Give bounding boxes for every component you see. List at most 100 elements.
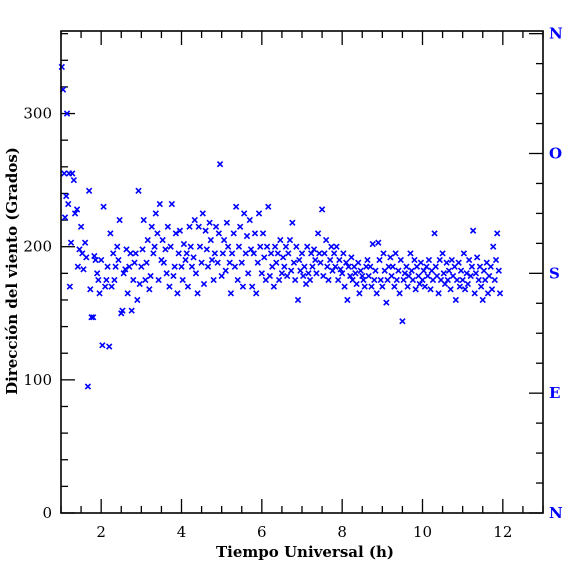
data-point xyxy=(488,286,496,293)
data-point xyxy=(80,266,87,273)
data-point xyxy=(289,219,296,226)
data-point xyxy=(124,290,131,297)
data-point xyxy=(328,243,335,250)
data-point xyxy=(368,283,375,290)
data-point xyxy=(356,290,363,297)
compass-labels: N E S O N xyxy=(549,25,563,522)
data-point xyxy=(219,250,227,257)
data-point xyxy=(231,263,239,270)
data-point xyxy=(461,286,469,293)
data-point xyxy=(204,263,212,270)
data-point xyxy=(227,290,235,297)
data-point xyxy=(316,250,323,257)
data-point xyxy=(494,230,501,237)
data-point xyxy=(263,243,271,250)
data-point xyxy=(163,270,170,277)
data-point xyxy=(314,230,322,237)
data-point xyxy=(396,290,403,297)
data-point xyxy=(235,243,243,250)
y-tick-label: 0 xyxy=(42,504,52,522)
data-point xyxy=(447,286,454,293)
data-point xyxy=(135,187,142,194)
data-point xyxy=(392,250,399,257)
data-point xyxy=(147,272,154,280)
data-point xyxy=(271,243,279,250)
data-point xyxy=(300,272,307,280)
data-point xyxy=(344,296,351,304)
data-point xyxy=(473,254,481,261)
y-axis-title: Dirección del viento (Grados) xyxy=(3,147,21,395)
data-point xyxy=(255,210,263,217)
data-point xyxy=(298,250,306,257)
data-point xyxy=(377,276,384,284)
data-point xyxy=(160,259,167,266)
data-point xyxy=(285,250,292,257)
data-point xyxy=(257,243,264,250)
data-point xyxy=(479,296,486,304)
data-point xyxy=(215,230,223,237)
y-tick-label: 200 xyxy=(23,238,52,256)
data-point xyxy=(279,254,287,261)
data-point xyxy=(77,223,85,230)
data-point xyxy=(407,250,414,257)
data-point xyxy=(138,263,145,270)
data-point xyxy=(391,283,398,290)
data-point xyxy=(333,243,340,250)
data-point xyxy=(182,256,189,264)
data-point xyxy=(230,230,237,237)
y-tick-label: 100 xyxy=(23,371,52,389)
data-point xyxy=(99,342,106,349)
data-point xyxy=(168,200,176,208)
data-point xyxy=(212,223,220,230)
data-point xyxy=(472,270,480,277)
data-point xyxy=(282,243,290,250)
data-point xyxy=(431,230,438,237)
data-point xyxy=(283,272,291,280)
data-point xyxy=(216,160,224,168)
data-point xyxy=(301,263,308,270)
data-point xyxy=(239,283,247,290)
data-point xyxy=(67,239,75,246)
data-point xyxy=(188,263,196,270)
data-point xyxy=(371,276,378,284)
data-point xyxy=(146,286,153,293)
data-point xyxy=(206,219,213,226)
data-point xyxy=(96,290,103,297)
data-point xyxy=(357,267,364,274)
data-point xyxy=(436,256,443,264)
data-point xyxy=(74,263,82,270)
data-point xyxy=(287,267,295,274)
data-point xyxy=(186,223,193,230)
data-point xyxy=(130,276,137,284)
data-point xyxy=(95,276,102,284)
data-point xyxy=(293,243,300,250)
data-point xyxy=(236,223,244,230)
data-point xyxy=(251,230,259,237)
data-point xyxy=(364,256,371,264)
data-point xyxy=(281,263,288,270)
data-points xyxy=(58,63,504,390)
data-point xyxy=(207,236,214,244)
data-point xyxy=(104,263,111,270)
data-point xyxy=(83,254,90,261)
data-point xyxy=(115,256,122,264)
data-point xyxy=(176,227,184,234)
data-point xyxy=(180,240,188,248)
data-point xyxy=(100,203,107,210)
data-point xyxy=(495,267,502,274)
data-point xyxy=(211,250,219,257)
y-tick-label: 300 xyxy=(23,105,52,123)
data-point xyxy=(306,276,314,284)
data-point xyxy=(156,200,163,208)
data-point xyxy=(445,267,453,274)
data-point xyxy=(210,276,217,284)
data-point xyxy=(65,200,72,208)
data-point xyxy=(92,256,99,264)
data-point xyxy=(343,259,350,266)
data-point xyxy=(73,206,81,213)
data-point xyxy=(399,318,406,325)
data-point xyxy=(128,307,135,314)
compass-label: E xyxy=(549,384,560,402)
data-point xyxy=(409,276,417,284)
